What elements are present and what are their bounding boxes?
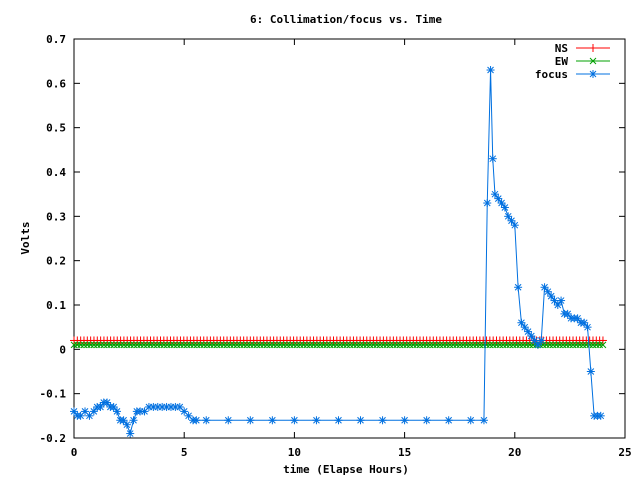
data-point-focus (583, 323, 592, 332)
data-point-focus (490, 190, 499, 199)
legend-marker-ns (589, 44, 597, 52)
data-point-focus (400, 416, 409, 425)
x-axis-label: time (Elapse Hours) (283, 463, 409, 476)
x-tick-label: 20 (508, 446, 521, 459)
y-axis: -0.2 -0.1 0 0.1 0.2 0.3 0.4 0.5 0.6 0.7 (40, 33, 625, 445)
data-point-focus (378, 416, 387, 425)
data-point-focus (466, 416, 475, 425)
data-point-focus (507, 216, 516, 225)
y-tick-label: 0.3 (46, 210, 66, 223)
data-point-focus (290, 416, 299, 425)
data-point-focus (520, 323, 529, 332)
data-point-focus (547, 292, 556, 301)
data-point-focus (444, 416, 453, 425)
data-point-focus (553, 301, 562, 309)
data-point-focus (497, 199, 506, 208)
series-line-focus (73, 70, 601, 436)
data-point-focus (530, 336, 539, 345)
data-point-focus (192, 416, 201, 425)
y-tick-label: 0.5 (46, 122, 66, 135)
data-point-ew (599, 341, 607, 349)
data-point-focus (543, 287, 552, 296)
data-point-focus (488, 154, 497, 163)
series-focus (70, 66, 605, 438)
data-point-focus (504, 212, 513, 221)
data-point-focus (573, 314, 582, 323)
x-tick-label: 0 (71, 446, 78, 459)
data-point-ns (598, 336, 607, 345)
data-point-focus (422, 416, 431, 425)
legend-label-focus: focus (535, 68, 568, 81)
data-point-focus (96, 402, 105, 411)
data-point-focus (103, 398, 112, 407)
data-point-focus (356, 416, 365, 425)
y-tick-label: -0.2 (40, 432, 67, 445)
y-axis-label: Volts (19, 221, 32, 254)
data-point-focus (557, 296, 566, 305)
data-point-focus (517, 318, 526, 327)
data-point-focus (533, 340, 542, 349)
series-ew (70, 341, 607, 349)
x-tick-label: 25 (618, 446, 631, 459)
data-point-focus (479, 416, 488, 425)
data-point-focus (334, 416, 343, 425)
y-tick-label: 0.2 (46, 255, 66, 268)
data-point-focus (510, 221, 519, 230)
data-point-focus (596, 411, 605, 420)
data-point-focus (126, 429, 135, 438)
data-point-focus (563, 309, 572, 318)
y-tick-label: -0.1 (40, 388, 67, 401)
data-point-focus (112, 407, 121, 416)
y-tick-label: 0.1 (46, 299, 66, 312)
data-point-focus (586, 367, 595, 376)
data-point-focus (500, 203, 509, 212)
x-axis: 0 5 10 15 20 25 (71, 39, 632, 459)
y-tick-label: 0.7 (46, 33, 66, 46)
data-point-focus (483, 199, 492, 208)
data-point-focus (129, 416, 138, 425)
legend-label-ns: NS (555, 42, 568, 55)
data-point-focus (524, 327, 533, 336)
y-tick-label: 0 (59, 343, 66, 356)
data-point-focus (89, 407, 98, 416)
y-tick-label: 0.4 (46, 166, 66, 179)
x-tick-label: 15 (398, 446, 411, 459)
chart-title: 6: Collimation/focus vs. Time (250, 13, 442, 26)
data-point-focus (514, 283, 523, 292)
data-point-focus (246, 416, 255, 425)
x-tick-label: 5 (181, 446, 188, 459)
data-point-focus (109, 402, 118, 411)
legend-marker-ew (589, 57, 597, 65)
data-point-focus (119, 416, 128, 425)
data-point-focus (224, 416, 233, 425)
data-point-focus (312, 416, 321, 425)
y-tick-label: 0.6 (46, 77, 66, 90)
data-point-focus (122, 420, 131, 429)
plot-area (73, 38, 626, 439)
data-point-focus (70, 407, 78, 416)
data-point-focus (537, 336, 546, 345)
legend-marker-focus (589, 70, 597, 78)
data-point-focus (527, 332, 536, 341)
series-layer (70, 66, 607, 438)
data-point-focus (494, 194, 503, 203)
data-point-focus (486, 66, 495, 75)
data-point-focus (580, 318, 589, 327)
data-point-focus (540, 283, 549, 292)
legend-label-ew: EW (555, 55, 569, 68)
data-point-focus (202, 416, 211, 425)
data-point-focus (268, 416, 277, 425)
x-tick-label: 10 (288, 446, 301, 459)
